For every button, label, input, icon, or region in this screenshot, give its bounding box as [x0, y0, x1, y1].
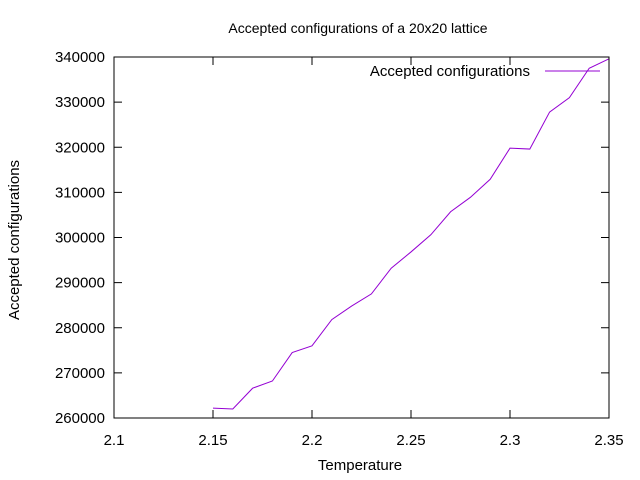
y-tick-label: 340000	[55, 49, 105, 66]
legend-label: Accepted configurations	[370, 63, 530, 80]
y-tick-label: 260000	[55, 410, 105, 427]
y-tick-label: 270000	[55, 365, 105, 382]
y-tick-label: 290000	[55, 275, 105, 292]
y-tick-label: 320000	[55, 139, 105, 156]
x-tick-label: 2.15	[198, 432, 227, 449]
series-layer	[212, 58, 610, 410]
y-tick-label: 330000	[55, 94, 105, 111]
y-tick-label: 280000	[55, 320, 105, 337]
x-axis-ticks: 2.1 2.15 2.2 2.25 2.3 2.35	[104, 57, 624, 449]
x-tick-label: 2.1	[104, 432, 125, 449]
x-tick-label: 2.25	[396, 432, 425, 449]
chart-title: Accepted configurations of a 20x20 latti…	[228, 20, 487, 36]
y-axis-label: Accepted configurations	[6, 160, 23, 320]
plot-frame	[113, 56, 610, 419]
y-tick-label: 300000	[55, 230, 105, 247]
x-tick-label: 2.3	[500, 432, 521, 449]
x-tick-label: 2.2	[302, 432, 323, 449]
x-tick-label: 2.35	[594, 432, 623, 449]
legend: Accepted configurations	[370, 63, 600, 80]
series-line	[212, 58, 610, 410]
y-axis-ticks: 260000 270000 280000 290000 300000 310000 3200…	[55, 49, 609, 427]
x-axis-label: Temperature	[318, 457, 402, 474]
y-tick-label: 310000	[55, 184, 105, 201]
